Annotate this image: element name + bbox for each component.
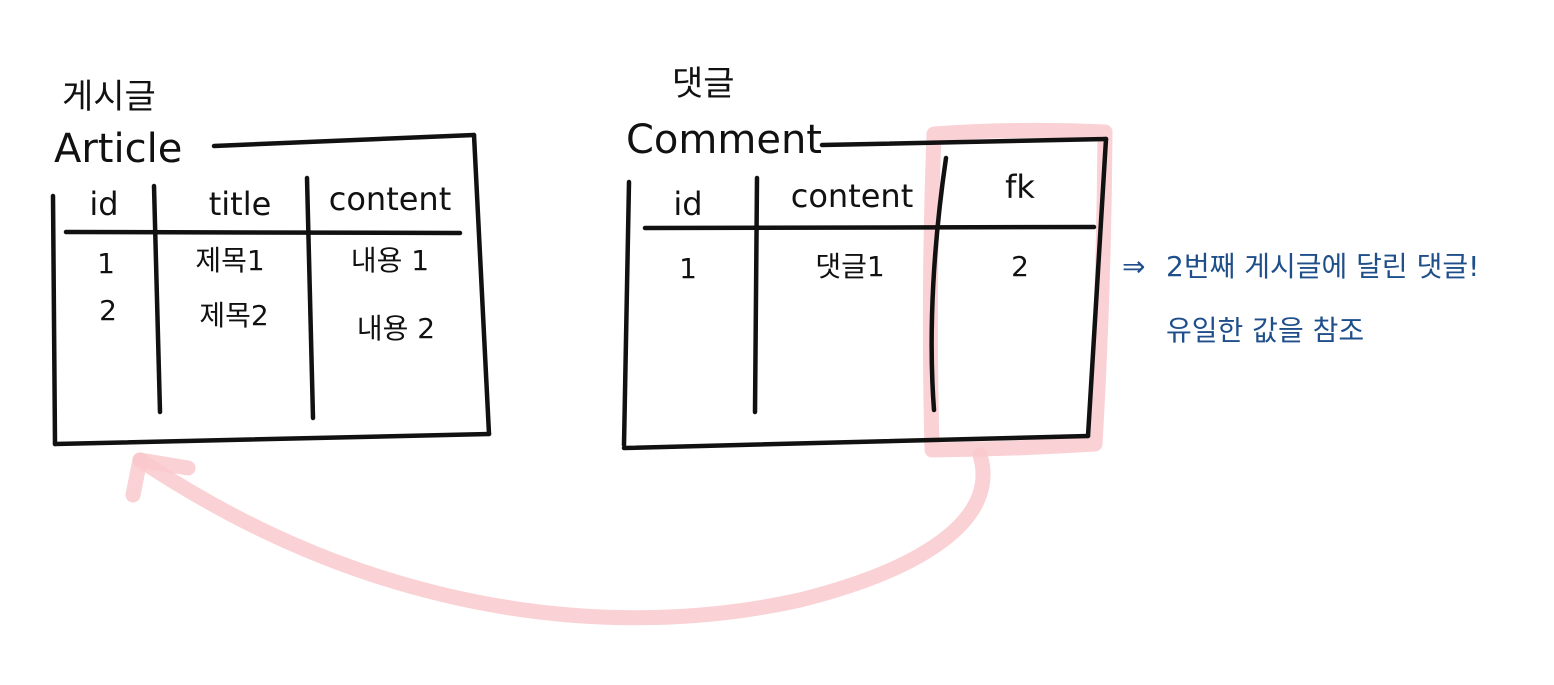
comment-row-1-id: 1 bbox=[679, 252, 697, 285]
comment-header-id: id bbox=[673, 185, 702, 223]
annotation-arrow: ⇒ bbox=[1122, 250, 1145, 283]
article-row-1-id: 1 bbox=[97, 247, 115, 280]
article-col-divider-2 bbox=[304, 175, 316, 421]
article-col-divider-1 bbox=[151, 183, 163, 415]
comment-col-divider-2 bbox=[929, 155, 949, 413]
article-label-ko: 게시글 bbox=[62, 77, 156, 117]
comment-row-1-content: 댓글1 bbox=[815, 250, 884, 283]
article-left-border bbox=[50, 193, 58, 447]
article-bottom-border bbox=[52, 431, 492, 447]
comment-bottom-border bbox=[621, 433, 1091, 451]
article-table: 게시글 Article id title content 1 제목1 내용 1 … bbox=[50, 77, 492, 447]
comment-header-fk: fk bbox=[1005, 168, 1035, 206]
comment-header-content: content bbox=[791, 177, 914, 215]
comment-top-border bbox=[819, 136, 1109, 148]
article-table-name: Article bbox=[54, 126, 182, 172]
reference-arrow-curve bbox=[132, 447, 991, 626]
article-header-content: content bbox=[329, 180, 452, 218]
article-row-2-content: 내용 2 bbox=[357, 312, 435, 345]
fk-annotation: ⇒ 2번째 게시글에 달린 댓글! 유일한 값을 참조 bbox=[1122, 250, 1479, 347]
comment-row-1-fk: 2 bbox=[1011, 250, 1029, 283]
article-header-title: title bbox=[209, 185, 272, 223]
article-right-border bbox=[471, 132, 492, 437]
comment-col-divider-1 bbox=[752, 175, 760, 415]
article-top-border bbox=[211, 132, 477, 149]
article-row-1-content: 내용 1 bbox=[351, 244, 429, 277]
comment-table: 댓글 Comment id content fk 1 댓글1 2 bbox=[621, 64, 1109, 451]
comment-header-divider bbox=[642, 224, 1097, 231]
article-header-id: id bbox=[89, 185, 118, 223]
annotation-line-2: 유일한 값을 참조 bbox=[1166, 314, 1364, 347]
fk-reference-highlight bbox=[125, 122, 1113, 626]
article-row-2-title: 제목2 bbox=[199, 299, 268, 332]
comment-table-name: Comment bbox=[626, 117, 822, 163]
reference-arrow-head-b bbox=[132, 452, 196, 476]
article-header-divider bbox=[63, 229, 463, 236]
article-row-1-title: 제목1 bbox=[195, 244, 264, 277]
article-row-2-id: 2 bbox=[99, 294, 117, 327]
comment-left-border bbox=[621, 179, 632, 448]
comment-right-border bbox=[1085, 136, 1109, 439]
annotation-line-1: 2번째 게시글에 달린 댓글! bbox=[1166, 250, 1479, 283]
comment-label-ko: 댓글 bbox=[672, 64, 735, 104]
